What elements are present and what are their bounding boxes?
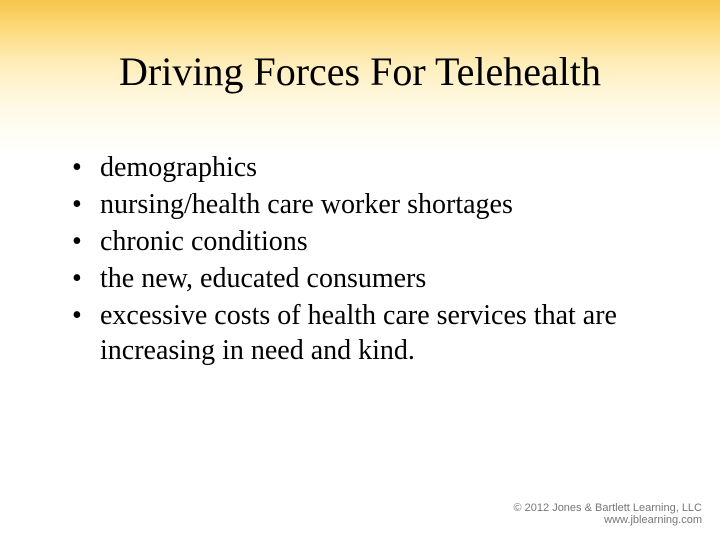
list-item: excessive costs of health care services … — [60, 298, 660, 368]
slide: Driving Forces For Telehealth demographi… — [0, 0, 720, 540]
slide-title: Driving Forces For Telehealth — [0, 48, 720, 95]
list-item: demographics — [60, 150, 660, 185]
footer-url: www.jblearning.com — [514, 514, 703, 526]
slide-content: demographics nursing/health care worker … — [60, 150, 660, 370]
list-item: nursing/health care worker shortages — [60, 187, 660, 222]
bullet-list: demographics nursing/health care worker … — [60, 150, 660, 368]
list-item: the new, educated consumers — [60, 261, 660, 296]
slide-footer: © 2012 Jones & Bartlett Learning, LLC ww… — [514, 502, 703, 526]
copyright-text: © 2012 Jones & Bartlett Learning, LLC — [514, 502, 703, 514]
list-item: chronic conditions — [60, 224, 660, 259]
